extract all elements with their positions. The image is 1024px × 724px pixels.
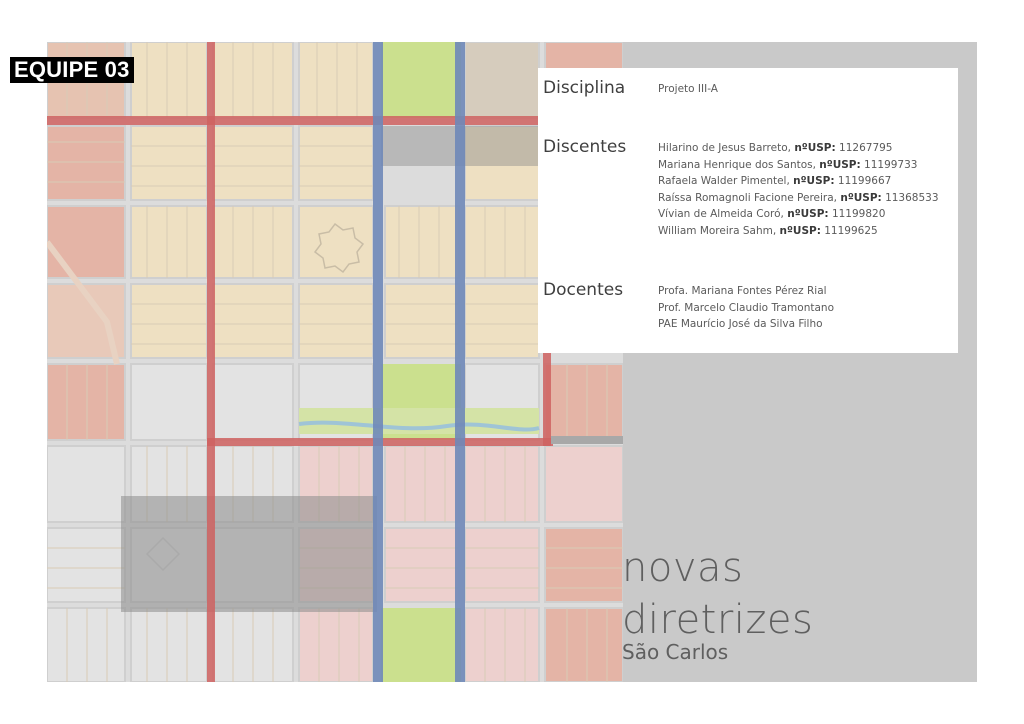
list-item: Prof. Marcelo Claudio Tramontano <box>658 301 834 314</box>
block <box>130 363 208 441</box>
creek <box>298 420 540 432</box>
student-list: Hilarino de Jesus Barreto, nºUSP: 112677… <box>658 140 939 239</box>
block <box>47 607 126 682</box>
block <box>47 205 126 279</box>
gray-street-right <box>551 436 623 444</box>
lot-lines <box>47 42 623 682</box>
streets <box>47 42 623 682</box>
block <box>464 527 540 603</box>
block <box>544 527 623 603</box>
professor-list: Profa. Mariana Fontes Pérez Rial Prof. M… <box>658 283 834 333</box>
block <box>212 363 294 441</box>
street-blue-left <box>373 42 383 682</box>
disciplina-value: Projeto III-A <box>658 83 718 95</box>
diagonal-street <box>47 240 120 365</box>
block <box>464 445 540 523</box>
disciplina-label: Disciplina <box>543 78 626 98</box>
park <box>381 42 461 118</box>
list-item: Profa. Mariana Fontes Pérez Rial <box>658 285 827 297</box>
block <box>47 527 126 603</box>
block <box>464 42 540 119</box>
block <box>212 283 294 359</box>
block <box>544 363 623 441</box>
block <box>47 363 126 441</box>
plaza-shape <box>313 222 365 274</box>
team-badge: EQUIPE 03 <box>10 57 134 83</box>
title-block: novas diretrizes São Carlos <box>622 542 813 664</box>
block <box>47 125 126 201</box>
block <box>544 445 623 523</box>
block <box>464 205 540 279</box>
block <box>384 445 460 523</box>
block <box>130 607 208 682</box>
block <box>464 283 540 359</box>
block <box>212 125 294 201</box>
docentes-label: Docentes <box>543 280 624 300</box>
diamond-outline <box>145 536 181 572</box>
block <box>130 283 208 359</box>
gray-overlay-bottom <box>121 496 377 612</box>
title-subtitle: São Carlos <box>622 640 729 664</box>
list-item: Rafaela Walder Pimentel, nºUSP: 11199667 <box>658 175 892 187</box>
block <box>298 125 374 201</box>
list-item: Mariana Henrique dos Santos, nºUSP: 1119… <box>658 158 918 171</box>
title-line-2: diretrizes <box>622 597 814 643</box>
block <box>130 205 208 279</box>
block <box>298 283 374 359</box>
park <box>381 608 461 682</box>
discentes-label: Discentes <box>543 137 627 157</box>
list-item: Vívian de Almeida Coró, nºUSP: 11199820 <box>658 208 886 220</box>
street-red-vertical-right <box>543 352 551 446</box>
title-line-1: novas <box>622 545 744 591</box>
list-item: Raíssa Romagnoli Facione Pereira, nºUSP:… <box>658 191 939 204</box>
list-item: PAE Maurício José da Silva Filho <box>658 318 823 330</box>
info-card: Disciplina Projeto III-A Discentes Hilar… <box>538 68 958 353</box>
block <box>464 607 540 682</box>
block <box>298 42 374 119</box>
block <box>384 283 460 359</box>
block <box>384 205 460 279</box>
block <box>130 42 208 119</box>
street-red-vertical-left <box>207 42 215 682</box>
block <box>130 125 208 201</box>
block <box>47 445 126 523</box>
street-red-horizontal <box>47 116 623 125</box>
block <box>384 527 460 603</box>
list-item: William Moreira Sahm, nºUSP: 11199625 <box>658 224 878 237</box>
urban-map <box>47 42 623 682</box>
parks <box>47 42 540 682</box>
block <box>298 607 374 682</box>
list-item: Hilarino de Jesus Barreto, nºUSP: 112677… <box>658 142 893 154</box>
block <box>544 607 623 682</box>
street-blue-right <box>455 42 465 682</box>
